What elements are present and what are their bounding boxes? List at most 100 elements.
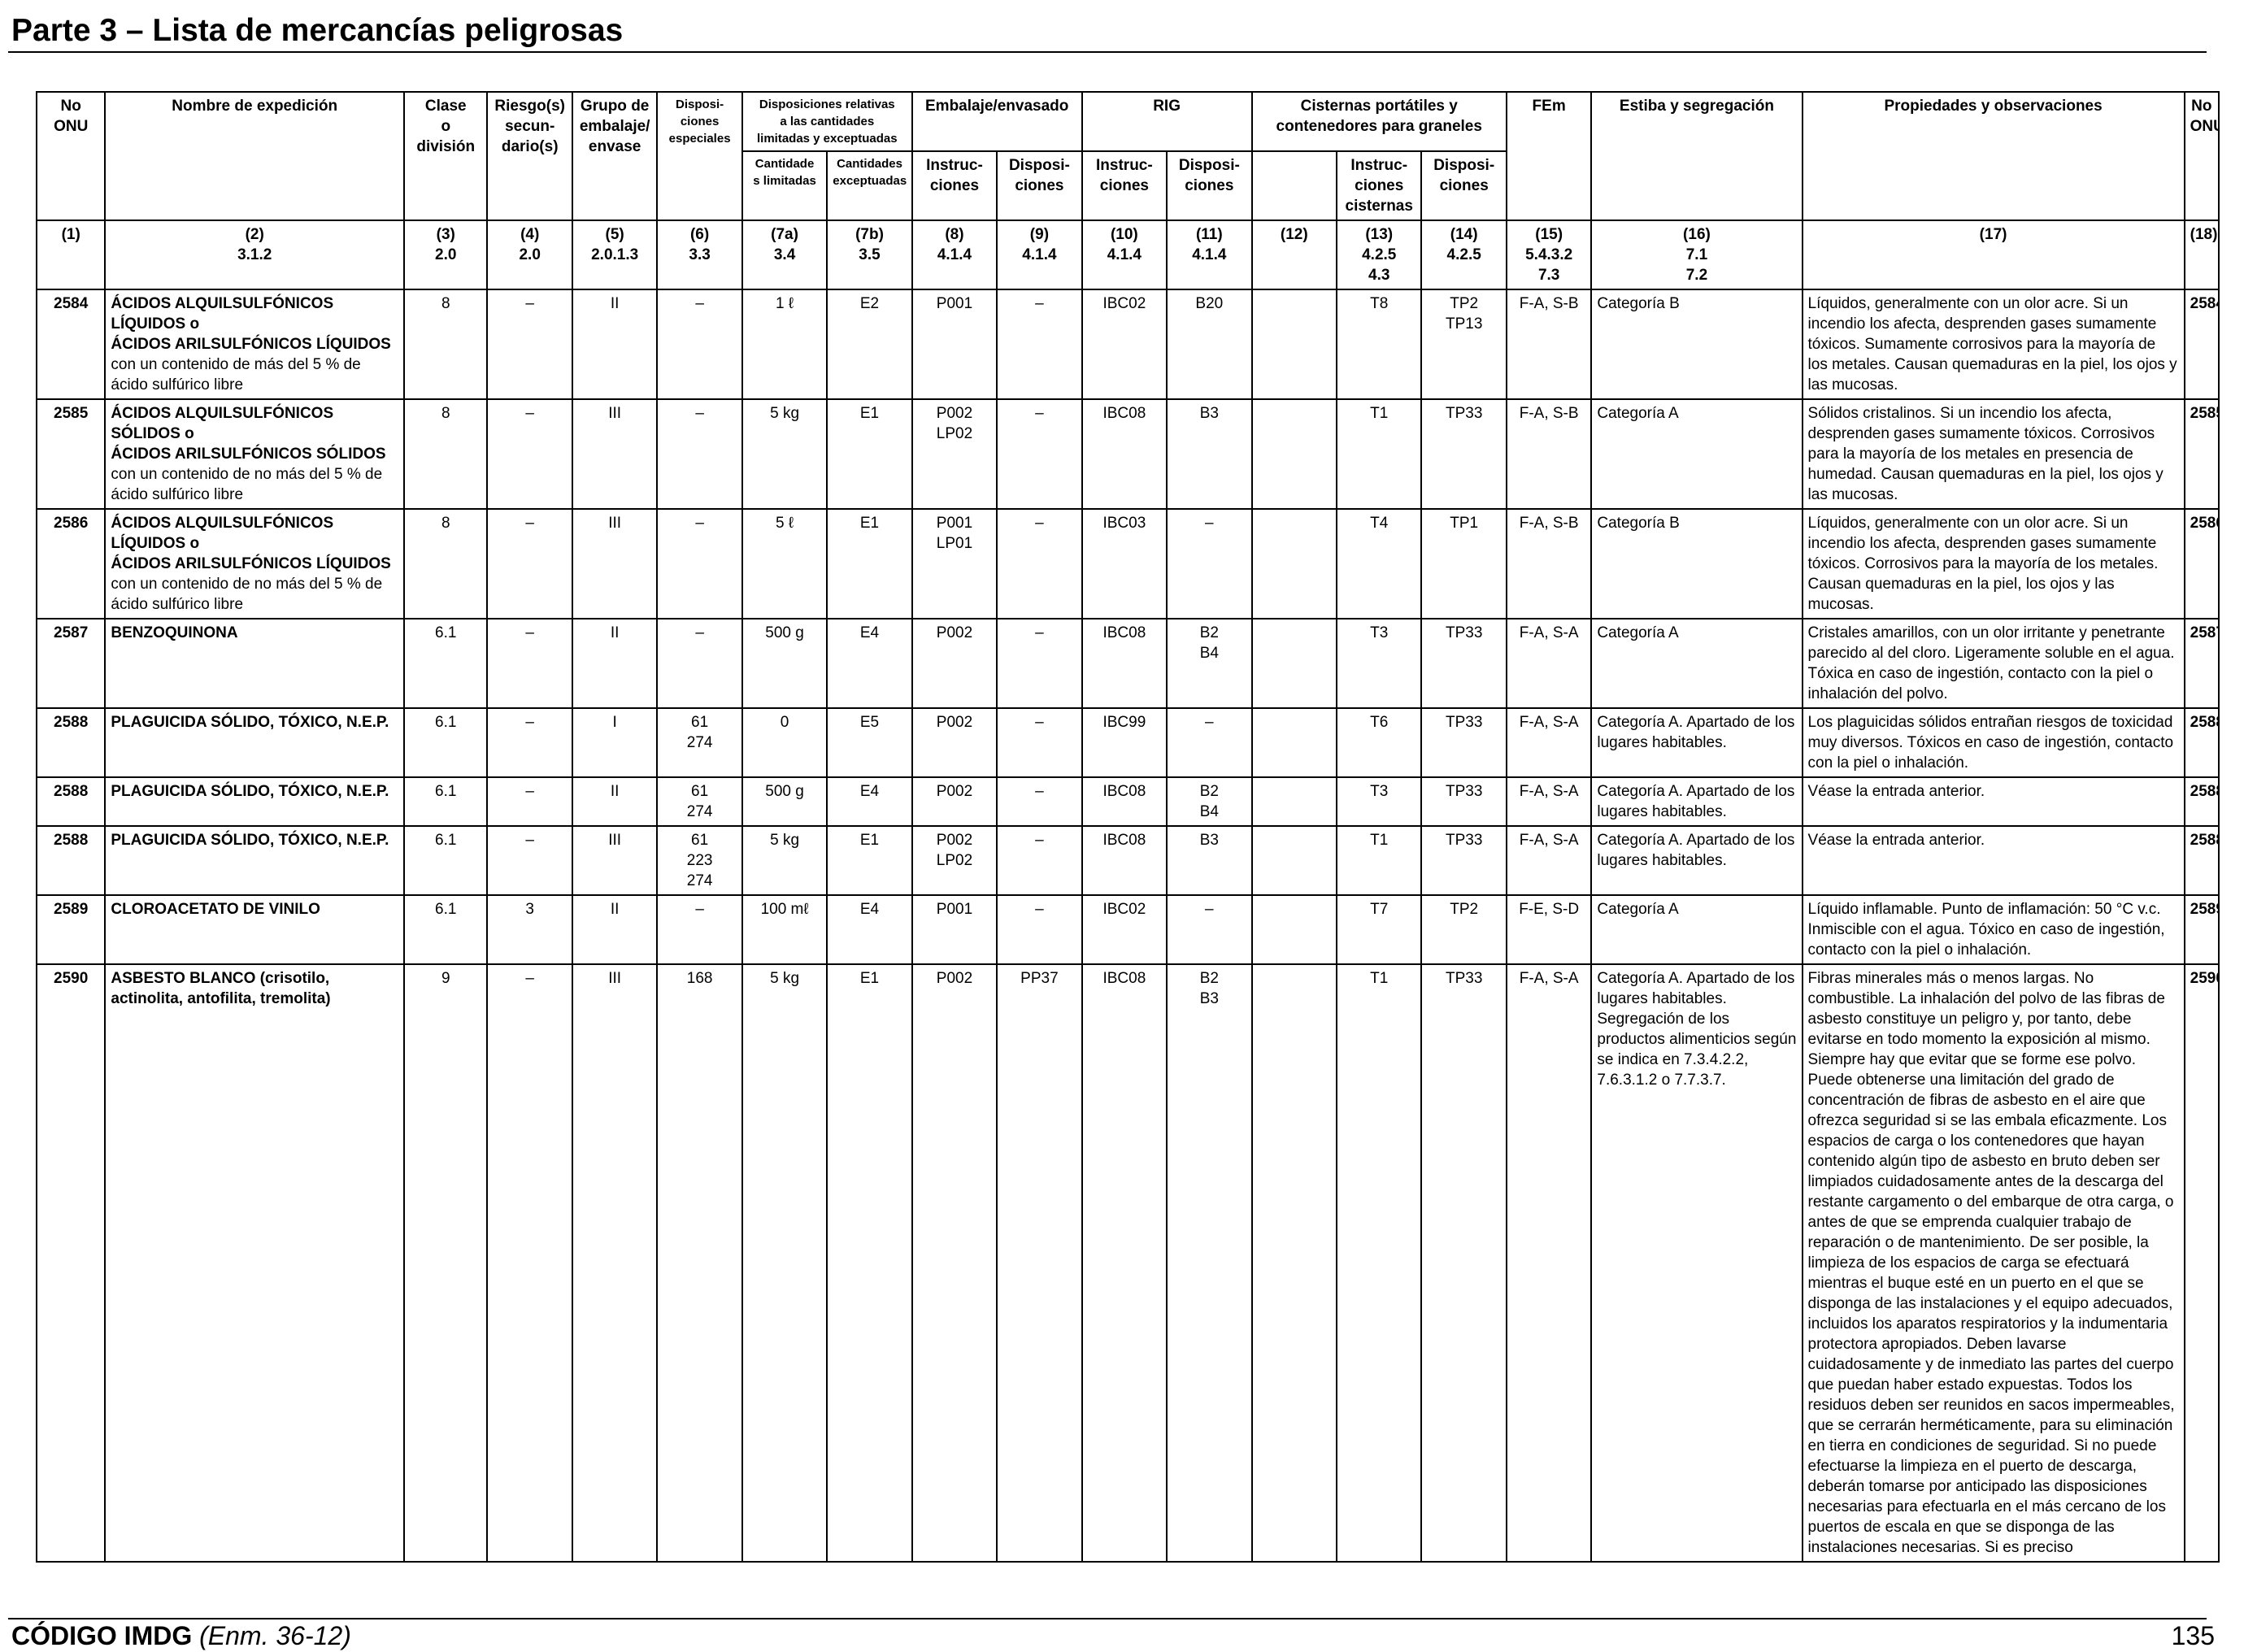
cell-clase: 8 bbox=[403, 289, 489, 400]
cell-cantidades-exceptuadas: E1 bbox=[826, 963, 913, 1563]
table-row: 2589 CLOROACETATO DE VINILO 6.1 3 II – 1… bbox=[35, 894, 2220, 965]
cell-cisternas-disposiciones: TP33 bbox=[1420, 618, 1507, 709]
cell-cantidades-limitadas: 100 mℓ bbox=[741, 894, 828, 965]
cell-embalaje-disposiciones: – bbox=[996, 825, 1083, 896]
cell-cantidades-exceptuadas: E4 bbox=[826, 894, 913, 965]
cell-estiba: Categoría A. Apartado de los lugares hab… bbox=[1590, 963, 1803, 1563]
cell-grupo: I bbox=[571, 707, 659, 778]
column-ref: (1) bbox=[35, 220, 107, 290]
header-no-onu-right: No ONU bbox=[2183, 91, 2220, 221]
cell-cisternas-instrucciones: T8 bbox=[1335, 289, 1423, 400]
cell-rig-disposiciones: – bbox=[1166, 508, 1253, 620]
cell-disposiciones-especiales: 168 bbox=[656, 963, 743, 1563]
table-row: 2584 ÁCIDOS ALQUILSULFÓNICOS LÍQUIDOS o … bbox=[35, 289, 2220, 400]
cell-rig-instrucciones: IBC08 bbox=[1081, 963, 1168, 1563]
cell-cantidades-limitadas: 1 ℓ bbox=[741, 289, 828, 400]
cell-no-onu-right: 2590 bbox=[2183, 963, 2220, 1563]
cell-no-onu-right: 2584 bbox=[2183, 289, 2220, 400]
cell-cisternas-disposiciones: TP33 bbox=[1420, 963, 1507, 1563]
cell-grupo: II bbox=[571, 776, 659, 827]
cell-rig-instrucciones: IBC08 bbox=[1081, 776, 1168, 827]
cell-no-onu-right: 2589 bbox=[2183, 894, 2220, 965]
header-cantidades: Disposiciones relativas a las cantidades… bbox=[741, 91, 913, 152]
table-row: 2588 PLAGUICIDA SÓLIDO, TÓXICO, N.E.P. 6… bbox=[35, 707, 2220, 778]
cell-embalaje-instrucciones: P002 bbox=[911, 618, 998, 709]
header-rig: RIG bbox=[1081, 91, 1253, 152]
cell-col12 bbox=[1250, 825, 1338, 896]
cell-rig-disposiciones: – bbox=[1166, 707, 1253, 778]
cell-riesgo: – bbox=[486, 963, 573, 1563]
cell-no-onu: 2584 bbox=[35, 289, 107, 400]
cell-embalaje-instrucciones: P002 bbox=[911, 776, 998, 827]
cell-grupo: III bbox=[571, 825, 659, 896]
cell-fem: F-A, S-B bbox=[1505, 398, 1593, 510]
header-cisternas: Cisternas portátiles y contenedores para… bbox=[1250, 91, 1507, 152]
cell-cantidades-limitadas: 5 kg bbox=[741, 825, 828, 896]
cell-cantidades-exceptuadas: E1 bbox=[826, 398, 913, 510]
cell-riesgo: – bbox=[486, 825, 573, 896]
shipping-name: PLAGUICIDA SÓLIDO, TÓXICO, N.E.P. bbox=[111, 832, 389, 849]
cell-rig-instrucciones: IBC02 bbox=[1081, 289, 1168, 400]
cell-clase: 6.1 bbox=[403, 776, 489, 827]
header-cis-disposiciones: Disposi- ciones bbox=[1420, 150, 1507, 221]
cell-cantidades-limitadas: 5 ℓ bbox=[741, 508, 828, 620]
shipping-name-note: con un contenido de más del 5 % de ácido… bbox=[111, 356, 361, 393]
cell-no-onu: 2588 bbox=[35, 825, 107, 896]
shipping-name: ÁCIDOS ALQUILSULFÓNICOS SÓLIDOS o ÁCIDOS… bbox=[111, 405, 386, 463]
cell-disposiciones-especiales: 61 223 274 bbox=[656, 825, 743, 896]
shipping-name-note: con un contenido de no más del 5 % de ác… bbox=[111, 466, 383, 503]
column-ref: (11) 4.1.4 bbox=[1166, 220, 1253, 290]
cell-no-onu-right: 2588 bbox=[2183, 776, 2220, 827]
cell-estiba: Categoría A bbox=[1590, 618, 1803, 709]
column-reference-row: (1) (2) 3.1.2 (3) 2.0 (4) 2.0 (5) 2.0.1.… bbox=[35, 220, 2220, 290]
cell-riesgo: – bbox=[486, 289, 573, 400]
cell-cisternas-instrucciones: T7 bbox=[1335, 894, 1423, 965]
column-ref: (7b) 3.5 bbox=[826, 220, 913, 290]
header-emb-disposiciones: Disposi- ciones bbox=[996, 150, 1083, 221]
cell-grupo: III bbox=[571, 508, 659, 620]
cell-embalaje-instrucciones: P001 bbox=[911, 894, 998, 965]
cell-cisternas-disposiciones: TP33 bbox=[1420, 776, 1507, 827]
cell-rig-instrucciones: IBC08 bbox=[1081, 825, 1168, 896]
cell-cantidades-limitadas: 500 g bbox=[741, 776, 828, 827]
cell-col12 bbox=[1250, 776, 1338, 827]
column-ref: (14) 4.2.5 bbox=[1420, 220, 1507, 290]
cell-nombre: PLAGUICIDA SÓLIDO, TÓXICO, N.E.P. bbox=[104, 707, 406, 778]
cell-propiedades: Véase la entrada anterior. bbox=[1801, 825, 2185, 896]
cell-embalaje-disposiciones: – bbox=[996, 508, 1083, 620]
footer-code-title: CÓDIGO IMDG bbox=[11, 1621, 193, 1650]
cell-fem: F-A, S-A bbox=[1505, 963, 1593, 1563]
cell-col12 bbox=[1250, 894, 1338, 965]
cell-embalaje-disposiciones: – bbox=[996, 776, 1083, 827]
shipping-name: ÁCIDOS ALQUILSULFÓNICOS LÍQUIDOS o ÁCIDO… bbox=[111, 515, 391, 572]
cell-rig-disposiciones: B20 bbox=[1166, 289, 1253, 400]
footer-code: CÓDIGO IMDG (Enm. 36-12) bbox=[11, 1620, 351, 1651]
cell-cisternas-instrucciones: T3 bbox=[1335, 618, 1423, 709]
table-body: 2584 ÁCIDOS ALQUILSULFÓNICOS LÍQUIDOS o … bbox=[35, 289, 2220, 1563]
cell-no-onu-right: 2588 bbox=[2183, 707, 2220, 778]
shipping-name: PLAGUICIDA SÓLIDO, TÓXICO, N.E.P. bbox=[111, 783, 389, 800]
cell-cantidades-exceptuadas: E1 bbox=[826, 825, 913, 896]
cell-col12 bbox=[1250, 508, 1338, 620]
cell-embalaje-disposiciones: – bbox=[996, 894, 1083, 965]
cell-propiedades: Líquidos, generalmente con un olor acre.… bbox=[1801, 508, 2185, 620]
header-row-top: No ONU Nombre de expedición Clase o divi… bbox=[35, 91, 2220, 221]
cell-no-onu: 2588 bbox=[35, 776, 107, 827]
header-cant-limitadas: Cantidade s limitadas bbox=[741, 150, 828, 221]
cell-cisternas-disposiciones: TP2 bbox=[1420, 894, 1507, 965]
column-ref: (17) bbox=[1801, 220, 2185, 290]
cell-propiedades: Sólidos cristalinos. Si un incendio los … bbox=[1801, 398, 2185, 510]
cell-cisternas-disposiciones: TP33 bbox=[1420, 707, 1507, 778]
cell-cantidades-exceptuadas: E2 bbox=[826, 289, 913, 400]
cell-cisternas-instrucciones: T4 bbox=[1335, 508, 1423, 620]
cell-riesgo: – bbox=[486, 618, 573, 709]
cell-cisternas-instrucciones: T6 bbox=[1335, 707, 1423, 778]
cell-nombre: PLAGUICIDA SÓLIDO, TÓXICO, N.E.P. bbox=[104, 825, 406, 896]
header-col12-blank bbox=[1250, 150, 1338, 221]
header-nombre: Nombre de expedición bbox=[104, 91, 406, 221]
cell-no-onu: 2585 bbox=[35, 398, 107, 510]
cell-cantidades-exceptuadas: E4 bbox=[826, 618, 913, 709]
table-row: 2590 ASBESTO BLANCO (crisotilo, actinoli… bbox=[35, 963, 2220, 1563]
table-row: 2588 PLAGUICIDA SÓLIDO, TÓXICO, N.E.P. 6… bbox=[35, 776, 2220, 827]
header-disposiciones-especiales: Disposi- ciones especiales bbox=[656, 91, 743, 221]
